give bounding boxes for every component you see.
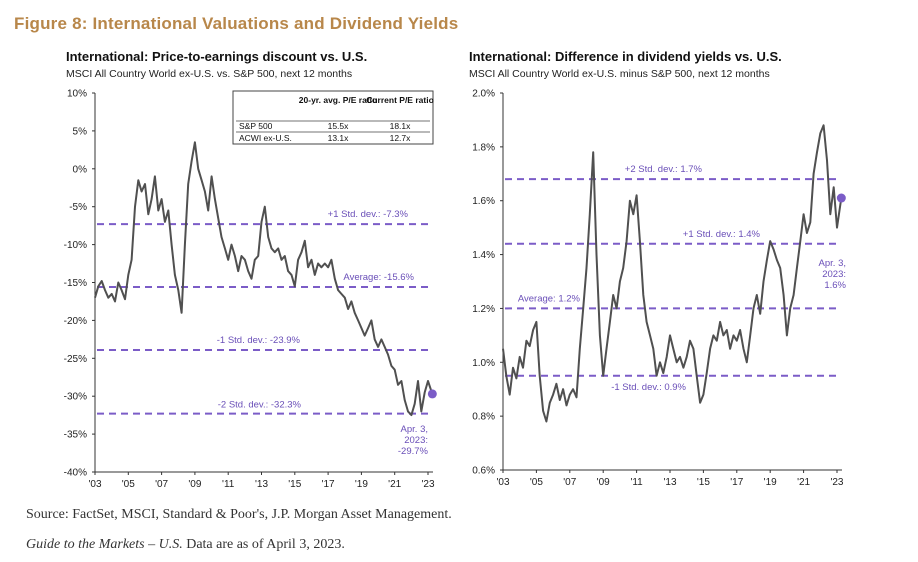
- x-tick-label: '19: [764, 477, 777, 488]
- chart-title: International: Difference in dividend yi…: [469, 49, 782, 64]
- endpoint-label: Apr. 3,: [819, 258, 846, 269]
- y-tick-label: -15%: [64, 278, 87, 289]
- endpoint-label: 1.6%: [824, 280, 846, 291]
- x-tick-label: '19: [355, 479, 368, 490]
- reference-line-label: +1 Std. dev.: 1.4%: [683, 229, 761, 240]
- x-tick-label: '17: [730, 477, 743, 488]
- chart-subtitle: MSCI All Country World ex-U.S. vs. S&P 5…: [66, 68, 352, 80]
- x-tick-label: '11: [222, 479, 235, 490]
- table-cell: 18.1x: [390, 121, 412, 131]
- table-header-avg: 20-yr. avg. P/E ratio: [299, 95, 377, 105]
- x-tick-label: '05: [122, 479, 135, 490]
- y-tick-label: 1.0%: [472, 358, 495, 369]
- table-cell: 15.5x: [328, 121, 350, 131]
- y-tick-label: -35%: [64, 430, 87, 441]
- x-tick-label: '09: [597, 477, 610, 488]
- x-tick-label: '13: [255, 479, 268, 490]
- chart-subtitle: MSCI All Country World ex-U.S. minus S&P…: [469, 68, 770, 80]
- x-tick-label: '07: [155, 479, 168, 490]
- x-tick-label: '03: [88, 479, 101, 490]
- figure-title: Figure 8: International Valuations and D…: [14, 14, 459, 33]
- x-tick-label: '13: [663, 477, 676, 488]
- table-row-label: S&P 500: [239, 121, 273, 131]
- guide-title: Guide to the Markets – U.S.: [26, 537, 183, 552]
- reference-line-label: Average: -15.6%: [343, 272, 414, 283]
- source-note: Source: FactSet, MSCI, Standard & Poor's…: [26, 507, 452, 522]
- x-tick-label: '23: [421, 479, 434, 490]
- table-row-label: ACWI ex-U.S.: [239, 133, 292, 143]
- table-header-current: Current P/E ratio: [366, 95, 434, 105]
- reference-line-label: +2 Std. dev.: 1.7%: [625, 164, 703, 175]
- y-tick-label: 1.4%: [472, 250, 495, 261]
- x-tick-label: '11: [630, 477, 643, 488]
- data-date-note: Guide to the Markets – U.S. Data are as …: [26, 537, 345, 553]
- y-tick-label: -40%: [64, 468, 87, 479]
- series-line: [502, 124, 843, 423]
- table-cell: 13.1x: [328, 133, 350, 143]
- y-tick-label: 10%: [67, 89, 87, 100]
- reference-line-label: Average: 1.2%: [518, 293, 581, 304]
- y-tick-label: 0.6%: [472, 466, 495, 477]
- endpoint-label: Apr. 3,: [401, 424, 428, 435]
- y-tick-label: 1.6%: [472, 196, 495, 207]
- series-line: [94, 141, 434, 417]
- x-tick-label: '15: [697, 477, 710, 488]
- endpoint-label: -29.7%: [398, 446, 429, 457]
- endpoint-marker: [836, 193, 846, 203]
- reference-line-label: +1 Std. dev.: -7.3%: [328, 209, 409, 220]
- y-tick-label: 0%: [73, 164, 88, 175]
- x-tick-label: '09: [188, 479, 201, 490]
- x-tick-label: '21: [388, 479, 401, 490]
- endpoint-marker: [427, 389, 437, 399]
- reference-line-label: -1 Std. dev.: 0.9%: [611, 382, 686, 393]
- y-tick-label: -30%: [64, 392, 87, 403]
- x-tick-label: '07: [563, 477, 576, 488]
- y-tick-label: -5%: [69, 202, 87, 213]
- x-tick-label: '17: [322, 479, 335, 490]
- reference-line-label: -1 Std. dev.: -23.9%: [217, 335, 301, 346]
- data-date-text: Data are as of April 3, 2023.: [182, 537, 345, 552]
- y-tick-label: 1.2%: [472, 304, 495, 315]
- endpoint-label: 2023:: [822, 269, 846, 280]
- y-tick-label: -25%: [64, 354, 87, 365]
- y-tick-label: 1.8%: [472, 142, 495, 153]
- x-tick-label: '03: [496, 477, 509, 488]
- x-tick-label: '21: [797, 477, 810, 488]
- pe-table: 20-yr. avg. P/E ratio Current P/E ratio …: [232, 90, 434, 145]
- reference-line-label: -2 Std. dev.: -32.3%: [218, 400, 302, 411]
- chart-title: International: Price-to-earnings discoun…: [66, 49, 367, 64]
- y-tick-label: 5%: [73, 126, 88, 137]
- x-tick-label: '15: [288, 479, 301, 490]
- x-tick-label: '05: [530, 477, 543, 488]
- x-tick-label: '23: [830, 477, 843, 488]
- y-tick-label: -20%: [64, 316, 87, 327]
- table-cell: 12.7x: [390, 133, 412, 143]
- y-tick-label: 2.0%: [472, 89, 495, 100]
- y-tick-label: 0.8%: [472, 412, 495, 423]
- y-tick-label: -10%: [64, 240, 87, 251]
- endpoint-label: 2023:: [404, 435, 428, 446]
